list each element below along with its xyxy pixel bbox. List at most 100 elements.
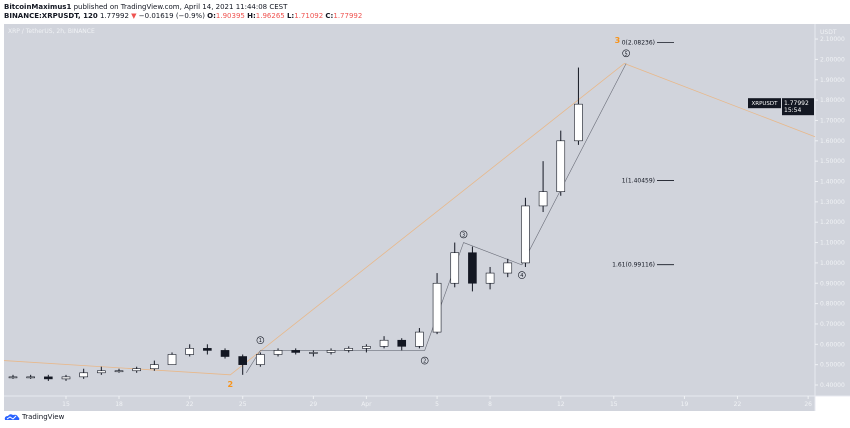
tradingview-cloud-icon — [4, 414, 20, 420]
candle — [185, 348, 194, 355]
currency-label: USDT — [820, 29, 837, 36]
fib-label: 1.61(0.99116) — [612, 262, 655, 269]
symbol-tag-label: XRPUSDT — [751, 101, 778, 107]
y-tick-label: 0.70000 — [820, 321, 845, 328]
price-axis — [815, 24, 850, 396]
wave-circle — [256, 336, 265, 345]
plot-area — [4, 24, 815, 396]
wave-circle — [518, 271, 526, 279]
x-tick-label: 22 — [734, 401, 742, 408]
candle — [8, 376, 18, 379]
wave-label: 3 — [462, 232, 465, 238]
x-tick-label: 18 — [115, 401, 123, 408]
high-label: H: — [247, 12, 256, 20]
wave-label: 5 — [625, 51, 628, 57]
low-label: L: — [286, 12, 295, 20]
y-tick-label: 1.40000 — [820, 179, 845, 186]
y-tick-label: 0.90000 — [820, 280, 845, 287]
y-tick-label: 1.70000 — [820, 117, 845, 124]
price-tag — [782, 98, 814, 116]
candle — [415, 331, 424, 347]
wave-circle — [420, 356, 429, 365]
candle — [485, 272, 495, 284]
candle — [379, 339, 389, 347]
brand-name: TradingView — [22, 413, 65, 421]
candle — [26, 376, 35, 379]
y-tick-label: 1.80000 — [820, 97, 845, 104]
x-tick-label: 22 — [186, 401, 194, 408]
candle — [203, 348, 212, 351]
y-tick-label: 1.10000 — [820, 240, 845, 247]
y-tick-label: 1.00000 — [820, 260, 845, 267]
high-value: 1.96265 — [255, 12, 285, 20]
x-tick-label: 25 — [239, 401, 247, 408]
candle — [238, 356, 247, 365]
higher-wave-label: 3 — [615, 36, 621, 45]
down-arrow-icon: ▼ — [131, 12, 137, 20]
candle — [344, 348, 354, 351]
tradingview-logo[interactable]: TradingView — [4, 413, 64, 421]
symbol-tag — [748, 98, 781, 109]
candle — [150, 364, 159, 370]
candle — [114, 370, 124, 373]
x-tick-label: 5 — [435, 401, 439, 408]
x-tick-label: 8 — [488, 401, 492, 408]
wave-circle — [622, 49, 630, 58]
x-tick-label: Apr — [361, 401, 372, 408]
candle — [220, 350, 230, 357]
wave-label: 1 — [259, 338, 262, 344]
close-value: 1.77992 — [333, 12, 363, 20]
time-axis — [4, 396, 815, 411]
candle — [167, 354, 177, 365]
wave-line — [245, 63, 627, 373]
candle — [432, 282, 442, 333]
candle — [397, 339, 407, 347]
publish-info: BitcoinMaximus1 published on TradingView… — [4, 3, 287, 11]
x-tick-label: 26 — [804, 401, 812, 408]
close-label: C: — [325, 12, 334, 20]
x-tick-label: 15 — [62, 401, 70, 408]
y-tick-label: 1.20000 — [820, 219, 845, 226]
y-tick-label: 1.50000 — [820, 158, 845, 165]
countdown: 15:54 — [784, 107, 801, 114]
candle — [326, 350, 336, 353]
low-value: 1.71092 — [294, 12, 324, 20]
wave-circle — [459, 230, 468, 239]
candle — [538, 191, 548, 207]
y-tick-label: 2.10000 — [820, 36, 845, 43]
author[interactable]: BitcoinMaximus1 — [4, 3, 72, 11]
x-tick-label: 19 — [681, 401, 689, 408]
candle — [44, 376, 53, 380]
candle — [450, 252, 460, 284]
y-tick-label: 0.60000 — [820, 341, 845, 348]
y-tick-label: 0.80000 — [820, 301, 845, 308]
ohlc-line: BINANCE:XRPUSDT, 120 1.77992 ▼ −0.01619 … — [4, 12, 362, 20]
price-tag-value: 1.77992 — [784, 100, 809, 107]
candle — [521, 205, 530, 264]
x-tick-label: 29 — [310, 401, 318, 408]
y-tick-label: 1.60000 — [820, 138, 845, 145]
fib-label: 1(1.40459) — [622, 178, 655, 185]
candle — [503, 262, 513, 274]
last-price: 1.77992 — [99, 12, 129, 20]
wave-label: 2 — [423, 359, 426, 365]
candle — [61, 376, 71, 380]
symbol: BINANCE:XRPUSDT, 120 — [4, 12, 98, 20]
y-tick-label: 0.50000 — [820, 362, 845, 369]
candle — [291, 350, 301, 353]
y-tick-label: 2.00000 — [820, 56, 845, 63]
open-label: O: — [207, 12, 216, 20]
candle — [256, 354, 265, 365]
y-tick-label: 0.40000 — [820, 382, 845, 389]
wave-label: 4 — [520, 273, 523, 279]
candle — [362, 346, 371, 349]
candle — [79, 372, 88, 378]
candle — [468, 252, 477, 284]
open-value: 1.90395 — [215, 12, 245, 20]
candle — [556, 140, 566, 192]
fib-label: 0(2.08236) — [622, 40, 655, 47]
x-tick-label: 12 — [557, 401, 565, 408]
published-text: published on TradingView.com, April 14, … — [73, 3, 288, 11]
y-tick-label: 1.30000 — [820, 199, 845, 206]
